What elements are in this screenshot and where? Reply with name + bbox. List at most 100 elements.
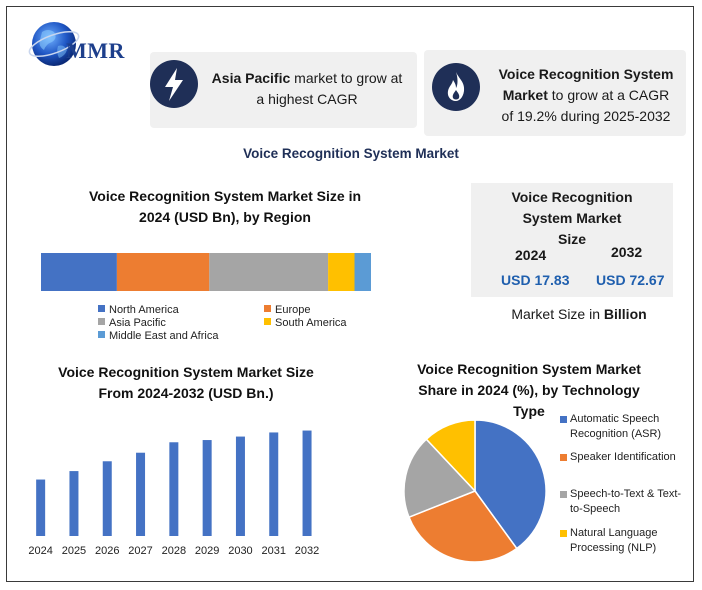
- legend-swatch: [560, 530, 567, 537]
- region-stacked-bar-chart: [41, 253, 371, 291]
- legend-south-america: South America: [264, 317, 347, 329]
- globe-icon: [28, 22, 80, 66]
- pie-chart-title-line1: Voice Recognition System Market: [417, 361, 641, 377]
- legend-swatch: [264, 318, 271, 325]
- legend-label: Middle East and Africa: [109, 330, 219, 342]
- pie-legend-asr-line1: Automatic Speech: [570, 413, 660, 425]
- highlight-card-region: Asia Pacific market to grow at a highest…: [150, 52, 417, 128]
- pie-legend-stt-line2: to-Speech: [570, 503, 621, 515]
- region-legend: North America Europe Asia Pacific South …: [98, 304, 398, 348]
- cagr-text: Voice Recognition System Market to grow …: [490, 64, 682, 127]
- year-tick-label: 2031: [262, 545, 286, 557]
- legend-label: South America: [275, 317, 347, 329]
- region-segment-0: [41, 253, 117, 291]
- market-size-note-bold: Billion: [603, 306, 647, 322]
- year-bar-2028: [169, 442, 179, 536]
- region-chart-title-line2: 2024 (USD Bn), by Region: [139, 209, 311, 225]
- year-bar-2032: [302, 430, 312, 536]
- year-tick-label: 2032: [295, 545, 319, 557]
- yearly-bar-chart: 2024 2025 2026 2027 2028 2029 2030 2031 2032: [28, 430, 319, 557]
- pie-legend-asr-line2: Recognition (ASR): [570, 428, 662, 440]
- market-size-title-line3: Size: [557, 231, 586, 247]
- year-tick-label: 2025: [62, 545, 86, 557]
- market-size-value-2032: USD 72.67: [596, 272, 665, 288]
- flame-icon: [432, 63, 480, 111]
- pie-chart-title-line2: Share in 2024 (%), by Technology: [418, 382, 640, 398]
- pie-slice-2: [403, 438, 477, 519]
- market-size-value-2024: USD 17.83: [501, 272, 570, 288]
- yearly-chart-title: Voice Recognition System Market Size Fro…: [26, 362, 346, 404]
- year-tick-label: 2030: [228, 545, 252, 557]
- pie-slice-3: [425, 419, 476, 493]
- pie-slice-0: [474, 419, 547, 550]
- region-segment-1: [116, 253, 210, 291]
- lightning-icon: [150, 60, 198, 108]
- legend-asia-pacific: Asia Pacific: [98, 317, 166, 329]
- cagr-bold-2: Market: [502, 87, 548, 103]
- year-tick-label: 2027: [128, 545, 152, 557]
- year-bar-2025: [69, 471, 79, 536]
- pie-chart-title: Voice Recognition System Market Share in…: [400, 359, 658, 422]
- legend-swatch: [560, 491, 567, 498]
- region-segment-2: [209, 253, 329, 291]
- year-tick-label: 2024: [28, 545, 52, 557]
- market-size-year-2032: 2032: [611, 244, 643, 260]
- legend-swatch: [98, 331, 105, 338]
- pie-slice-1: [408, 490, 518, 563]
- yearly-chart-title-line2: From 2024-2032 (USD Bn.): [98, 385, 274, 401]
- legend-mea: Middle East and Africa: [98, 330, 218, 342]
- legend-label: Europe: [275, 304, 311, 316]
- pie-legend-nlp-line2: Processing (NLP): [570, 542, 657, 554]
- region-growth-text: Asia Pacific market to grow at a highest…: [202, 68, 412, 110]
- pie-legend-speaker-line1: Speaker Identification: [570, 451, 676, 463]
- market-size-box: Voice Recognition System Market Size 202…: [471, 183, 673, 297]
- market-size-title-line2: System Market: [522, 210, 622, 226]
- year-tick-label: 2026: [95, 545, 119, 557]
- infographic-frame: [6, 6, 694, 582]
- region-chart-title-line1: Voice Recognition System Market Size in: [88, 188, 362, 204]
- market-size-year-2024: 2024: [515, 247, 547, 263]
- cagr-bold-1: Voice Recognition System: [498, 66, 674, 82]
- region-growth-bold: Asia Pacific: [211, 70, 291, 86]
- legend-north-america: North America: [98, 304, 179, 316]
- logo-text: MMR: [66, 38, 125, 63]
- legend-swatch: [560, 454, 567, 461]
- year-tick-label: 2029: [195, 545, 219, 557]
- legend-swatch: [98, 318, 105, 325]
- cagr-line2: to grow at a CAGR: [547, 87, 670, 103]
- year-bar-2027: [136, 452, 146, 536]
- legend-label: Asia Pacific: [109, 317, 166, 329]
- year-bar-2024: [36, 479, 46, 536]
- legend-europe: Europe: [264, 304, 310, 316]
- cagr-line3: of 19.2% during 2025-2032: [501, 108, 671, 124]
- pie-legend-nlp-line1: Natural Language: [570, 527, 658, 539]
- region-growth-line2: a highest CAGR: [256, 91, 358, 107]
- pie-legend-stt-tts: Speech-to-Text & Text-to-Speech: [560, 487, 692, 517]
- technology-pie-chart: [403, 419, 547, 563]
- market-size-title-line1: Voice Recognition: [511, 189, 633, 205]
- pie-legend-nlp: Natural Language Processing (NLP): [560, 526, 690, 556]
- legend-swatch: [560, 416, 567, 423]
- pie-chart-title-line3: Type: [513, 403, 545, 419]
- year-bar-2031: [269, 432, 279, 536]
- pie-legend-speaker-id: Speaker Identification: [560, 450, 690, 465]
- mmr-logo: MMR: [16, 14, 136, 74]
- market-size-note-prefix: Market Size in: [511, 306, 604, 322]
- market-size-note: Market Size in Billion: [471, 306, 687, 322]
- main-title: Voice Recognition System Market: [243, 146, 459, 161]
- year-tick-label: 2028: [162, 545, 186, 557]
- legend-label: North America: [109, 304, 179, 316]
- year-bar-2026: [102, 461, 112, 536]
- region-segment-3: [328, 253, 355, 291]
- market-size-title: Voice Recognition System Market Size: [471, 187, 673, 250]
- region-chart-title: Voice Recognition System Market Size in …: [60, 186, 390, 228]
- pie-legend-stt-line1: Speech-to-Text & Text-: [570, 488, 682, 500]
- legend-swatch: [264, 305, 271, 312]
- region-segment-4: [354, 253, 371, 291]
- yearly-chart-title-line1: Voice Recognition System Market Size: [58, 364, 314, 380]
- year-bar-2029: [202, 440, 212, 536]
- pie-legend-asr: Automatic Speech Recognition (ASR): [560, 412, 690, 442]
- region-growth-line1: market to grow at: [290, 70, 403, 86]
- legend-swatch: [98, 305, 105, 312]
- year-bar-2030: [235, 436, 245, 536]
